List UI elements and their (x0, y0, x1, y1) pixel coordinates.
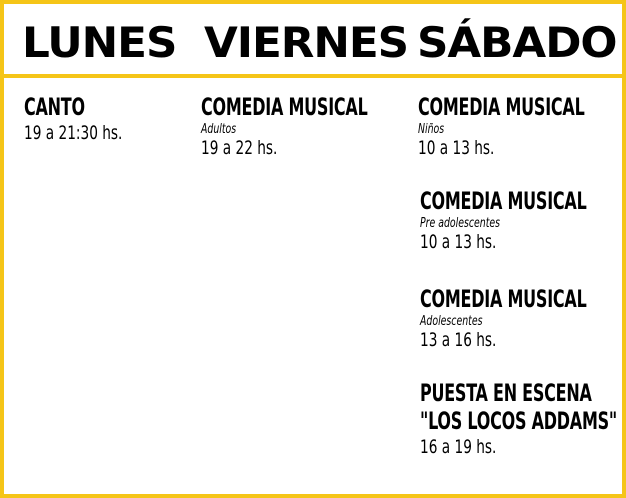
class-time: 16 a 19 hs. (420, 436, 497, 458)
class-title: COMEDIA MUSICAL (420, 285, 587, 313)
class-subtitle: Niños (418, 122, 445, 137)
header-divider (0, 74, 626, 78)
class-time: 10 a 13 hs. (420, 231, 497, 253)
class-time: 19 a 22 hs. (201, 137, 278, 159)
class-entry-sabado-puesta-en-escena: PUESTA EN ESCENA "LOS LOCOS ADDAMS" 16 a… (420, 378, 626, 458)
class-entry-sabado-ninos: COMEDIA MUSICAL Niños 10 a 13 hs. (418, 92, 626, 159)
day-header-viernes: VIERNES (204, 18, 409, 67)
class-time: 10 a 13 hs. (418, 137, 495, 159)
class-subtitle: Adolescentes (420, 314, 483, 329)
class-entry-sabado-adolescentes: COMEDIA MUSICAL Adolescentes 13 a 16 hs. (420, 284, 626, 351)
class-subtitle: Adultos (201, 122, 237, 137)
class-title: CANTO (24, 93, 85, 121)
class-subtitle: Pre adolescentes (420, 216, 501, 231)
class-title: COMEDIA MUSICAL (418, 93, 585, 121)
class-entry-sabado-pre-adolescentes: COMEDIA MUSICAL Pre adolescentes 10 a 13… (420, 186, 626, 253)
day-header-sabado: SÁBADO (417, 18, 618, 67)
class-title: COMEDIA MUSICAL (201, 93, 368, 121)
class-title: PUESTA EN ESCENA (420, 379, 592, 407)
class-time: 19 a 21:30 hs. (24, 122, 123, 144)
class-entry-viernes-comedia-musical: COMEDIA MUSICAL Adultos 19 a 22 hs. (201, 92, 426, 159)
day-header-lunes: LUNES (22, 18, 177, 67)
class-time: 13 a 16 hs. (420, 329, 497, 351)
class-entry-lunes-canto: CANTO 19 a 21:30 hs. (24, 92, 161, 144)
class-title: COMEDIA MUSICAL (420, 187, 587, 215)
class-subtitle-show-name: "LOS LOCOS ADDAMS" (420, 407, 618, 435)
